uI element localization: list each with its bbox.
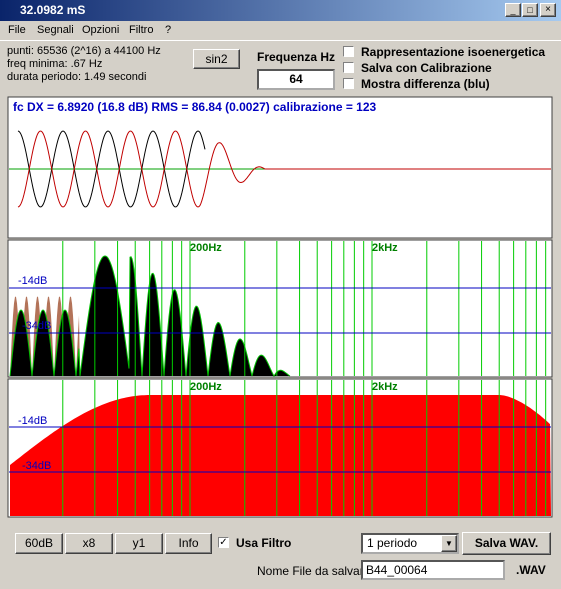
freq-label: 200Hz — [190, 381, 222, 393]
filter-response — [10, 395, 551, 516]
dropdown-arrow[interactable]: ▼ — [441, 535, 457, 552]
checkbox-label: Mostra differenza (blu) — [361, 77, 490, 91]
db-label: -34dB — [22, 460, 51, 472]
maximize-button[interactable]: □ — [522, 3, 538, 17]
menu-item[interactable]: File — [8, 24, 26, 36]
file-label: Nome File da salvare — [257, 564, 371, 578]
info-line: freq minima: .67 Hz — [7, 58, 103, 70]
db-label: -34dB — [22, 320, 51, 332]
checkbox-label: Salva con Calibrazione — [361, 61, 492, 75]
db-label: -14dB — [18, 275, 47, 287]
window-title: 32.0982 mS — [20, 3, 86, 17]
close-button[interactable]: × — [540, 3, 556, 17]
plots: fc DX = 6.8920 (16.8 dB) RMS = 86.84 (0.… — [7, 96, 553, 518]
menu-item[interactable]: ? — [165, 24, 172, 36]
info-text: punti: 65536 (2^16) a 44100 Hz freq mini… — [7, 45, 161, 84]
usa-filtro-label: Usa Filtro — [236, 536, 292, 550]
waveform-caption: fc DX = 6.8920 (16.8 dB) RMS = 86.84 (0.… — [13, 100, 377, 114]
menu-item[interactable]: Filtro — [129, 24, 154, 36]
period-dropdown[interactable]: 1 periodo ▼ — [361, 533, 459, 554]
x8-button[interactable]: x8 — [65, 533, 113, 554]
freq-label: 2kHz — [372, 242, 398, 254]
info-line: durata periodo: 1.49 secondi — [7, 71, 147, 83]
waveform — [17, 130, 206, 208]
menu-item[interactable]: Opzioni — [82, 24, 120, 36]
file-extension: .WAV — [516, 563, 546, 577]
freq-label: 200Hz — [190, 242, 222, 254]
checkbox-label: Rappresentazione isoenergetica — [361, 45, 546, 59]
checkbox[interactable] — [343, 78, 354, 89]
y1-button[interactable]: y1 — [115, 533, 163, 554]
dropdown-value: 1 periodo — [367, 536, 418, 550]
menu-item[interactable]: Segnali — [37, 24, 74, 36]
waveform-panel — [7, 96, 553, 239]
sin2-button[interactable]: sin2 — [193, 49, 240, 69]
freq-label: 2kHz — [372, 381, 398, 393]
save-wav-button[interactable]: Salva WAV. — [462, 532, 551, 555]
60db-button[interactable]: 60dB — [15, 533, 63, 554]
menu-bar: File Segnali Opzioni Filtro? — [0, 22, 561, 41]
info-button[interactable]: Info — [165, 533, 212, 554]
minimize-button[interactable]: _ — [505, 3, 521, 17]
frequency-label: Frequenza Hz — [257, 50, 336, 64]
db-label: -14dB — [18, 415, 47, 427]
checkbox[interactable] — [343, 62, 354, 73]
frequency-input[interactable]: 64 — [257, 69, 335, 90]
title-bar: 32.0982 mS _ □ × — [0, 0, 561, 21]
file-name-input[interactable]: B44_00064 — [361, 560, 505, 580]
info-line: punti: 65536 (2^16) a 44100 Hz — [7, 45, 161, 57]
checkbox[interactable] — [343, 46, 354, 57]
waveform — [17, 130, 268, 208]
usa-filtro-checkbox[interactable]: ✓ — [218, 537, 229, 548]
